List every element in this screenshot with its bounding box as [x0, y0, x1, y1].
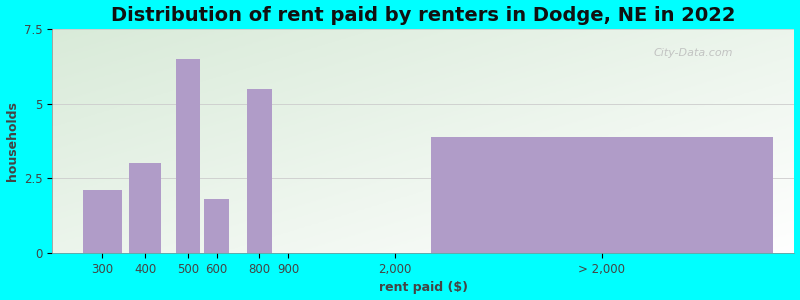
- Bar: [82, 190, 122, 253]
- Bar: [175, 59, 201, 253]
- X-axis label: rent paid ($): rent paid ($): [379, 281, 468, 294]
- Title: Distribution of rent paid by renters in Dodge, NE in 2022: Distribution of rent paid by renters in …: [111, 6, 736, 25]
- Y-axis label: households: households: [6, 101, 18, 181]
- Bar: [204, 199, 229, 253]
- Bar: [247, 89, 272, 253]
- Bar: [129, 164, 162, 253]
- Bar: [430, 136, 773, 253]
- Text: City-Data.com: City-Data.com: [654, 48, 733, 58]
